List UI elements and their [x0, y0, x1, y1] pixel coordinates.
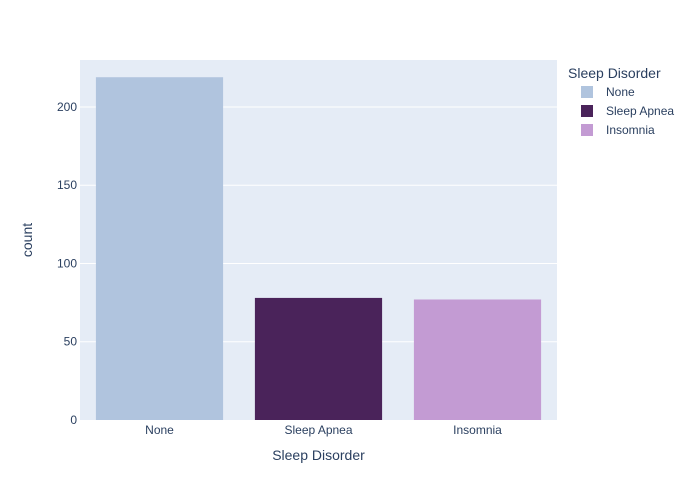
x-tick-label: Insomnia	[453, 423, 502, 437]
x-axis-title: Sleep Disorder	[272, 447, 365, 463]
legend: Sleep Disorder None Sleep Apnea Insomnia	[568, 65, 674, 137]
bar-none	[95, 77, 224, 420]
bar-sleep-apnea	[254, 297, 383, 420]
y-tick-label: 200	[57, 100, 77, 114]
legend-swatch-sleep-apnea	[581, 105, 593, 117]
bar-insomnia	[413, 299, 542, 420]
y-axis-title: count	[19, 223, 35, 257]
legend-title: Sleep Disorder	[568, 65, 661, 81]
x-tick-label: Sleep Apnea	[284, 423, 352, 437]
legend-swatch-insomnia	[581, 124, 593, 136]
legend-swatch-none	[581, 86, 593, 98]
y-tick-label: 100	[57, 256, 77, 270]
x-axis-ticks: None Sleep Apnea Insomnia	[145, 423, 502, 437]
y-tick-label: 50	[64, 335, 78, 349]
y-tick-label: 150	[57, 178, 77, 192]
y-tick-label: 0	[70, 413, 77, 427]
x-tick-label: None	[145, 423, 174, 437]
legend-item-label: None	[606, 85, 635, 99]
legend-item-label: Sleep Apnea	[606, 104, 674, 118]
bars	[95, 77, 542, 420]
legend-item-label: Insomnia	[606, 123, 655, 137]
y-axis-ticks: 0 50 100 150 200	[57, 100, 77, 427]
